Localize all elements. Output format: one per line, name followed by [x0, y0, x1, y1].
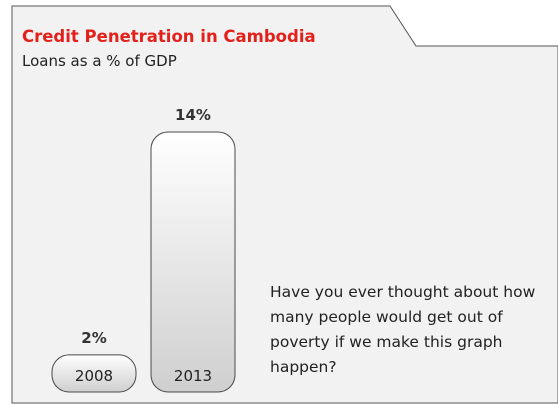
category-label-2008: 2008 — [75, 367, 113, 385]
note-text: Have you ever thought about how many peo… — [270, 283, 536, 376]
bars-group: 2% 2008 14% 2013 — [51, 106, 236, 393]
bar-2008 — [51, 354, 137, 393]
bar-2013 — [150, 131, 236, 393]
chart-title: Credit Penetration in Cambodia — [22, 27, 316, 46]
category-label-2013: 2013 — [174, 367, 212, 385]
value-label-2013: 14% — [175, 106, 211, 124]
chart-subtitle: Loans as a % of GDP — [22, 52, 177, 70]
panel-shape — [11, 5, 558, 404]
value-label-2008: 2% — [81, 329, 106, 347]
